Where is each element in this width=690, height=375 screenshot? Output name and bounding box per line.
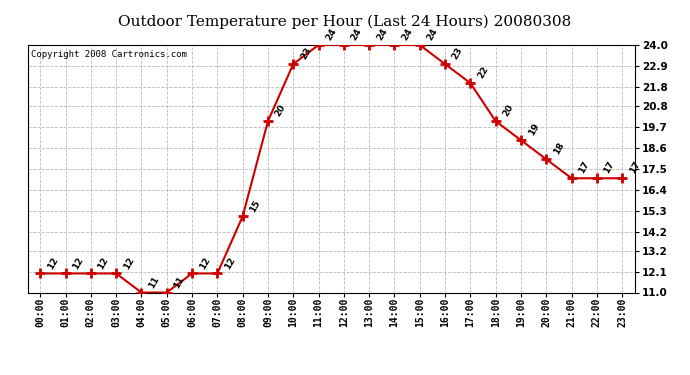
Text: 22: 22 <box>476 65 490 80</box>
Text: 24: 24 <box>425 27 440 42</box>
Text: 18: 18 <box>552 141 566 156</box>
Text: 12: 12 <box>197 255 212 271</box>
Text: 12: 12 <box>223 255 237 271</box>
Text: 24: 24 <box>375 27 388 42</box>
Text: 20: 20 <box>501 103 515 118</box>
Text: 17: 17 <box>577 160 591 176</box>
Text: 12: 12 <box>71 255 85 271</box>
Text: 17: 17 <box>628 160 642 176</box>
Text: 12: 12 <box>97 255 110 271</box>
Text: 24: 24 <box>324 27 338 42</box>
Text: 19: 19 <box>526 122 540 137</box>
Text: 15: 15 <box>248 198 262 214</box>
Text: 23: 23 <box>299 46 313 61</box>
Text: 11: 11 <box>147 274 161 290</box>
Text: 20: 20 <box>273 103 288 118</box>
Text: 17: 17 <box>602 160 616 176</box>
Text: Copyright 2008 Cartronics.com: Copyright 2008 Cartronics.com <box>30 50 186 59</box>
Text: 23: 23 <box>451 46 464 61</box>
Text: 11: 11 <box>172 274 186 290</box>
Text: 12: 12 <box>121 255 136 271</box>
Text: 24: 24 <box>400 27 414 42</box>
Text: 12: 12 <box>46 255 60 271</box>
Text: Outdoor Temperature per Hour (Last 24 Hours) 20080308: Outdoor Temperature per Hour (Last 24 Ho… <box>119 15 571 29</box>
Text: 24: 24 <box>349 27 364 42</box>
